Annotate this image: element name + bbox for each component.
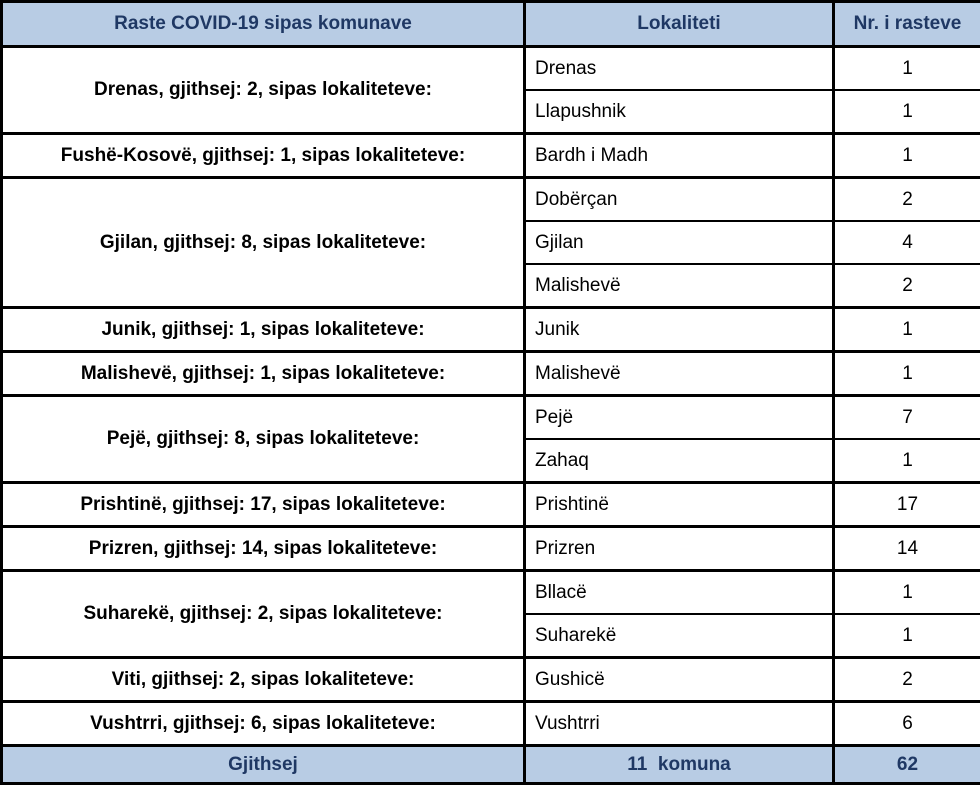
- cases-count-cell: 1: [834, 47, 980, 91]
- municipality-summary-cell: Fushë-Kosovë, gjithsej: 1, sipas lokalit…: [2, 134, 525, 178]
- cases-count-cell: 2: [834, 264, 980, 308]
- locality-row: Drenas, gjithsej: 2, sipas lokaliteteve:…: [2, 47, 980, 91]
- municipality-summary-cell: Prishtinë, gjithsej: 17, sipas lokalitet…: [2, 483, 525, 527]
- locality-name-cell: Suharekë: [525, 614, 834, 658]
- locality-row: Junik, gjithsej: 1, sipas lokaliteteve:J…: [2, 308, 980, 352]
- municipality-summary-cell: Prizren, gjithsej: 14, sipas lokalitetev…: [2, 527, 525, 571]
- locality-name-cell: Zahaq: [525, 439, 834, 483]
- cases-count-cell: 2: [834, 178, 980, 222]
- header-case-count: Nr. i rasteve: [834, 2, 980, 47]
- header-locality: Lokaliteti: [525, 2, 834, 47]
- locality-name-cell: Bllacë: [525, 571, 834, 615]
- cases-count-cell: 1: [834, 90, 980, 134]
- locality-name-cell: Drenas: [525, 47, 834, 91]
- locality-name-cell: Gushicë: [525, 658, 834, 702]
- cases-count-cell: 1: [834, 352, 980, 396]
- locality-name-cell: Junik: [525, 308, 834, 352]
- locality-row: Prishtinë, gjithsej: 17, sipas lokalitet…: [2, 483, 980, 527]
- locality-row: Viti, gjithsej: 2, sipas lokaliteteve:Gu…: [2, 658, 980, 702]
- municipality-summary-cell: Gjilan, gjithsej: 8, sipas lokaliteteve:: [2, 178, 525, 308]
- locality-name-cell: Dobërçan: [525, 178, 834, 222]
- locality-row: Suharekë, gjithsej: 2, sipas lokalitetev…: [2, 571, 980, 615]
- cases-count-cell: 1: [834, 308, 980, 352]
- locality-name-cell: Pejë: [525, 396, 834, 440]
- header-municipalities: Raste COVID-19 sipas komunave: [2, 2, 525, 47]
- locality-name-cell: Llapushnik: [525, 90, 834, 134]
- locality-row: Gjilan, gjithsej: 8, sipas lokaliteteve:…: [2, 178, 980, 222]
- locality-row: Malishevë, gjithsej: 1, sipas lokalitete…: [2, 352, 980, 396]
- table-body: Drenas, gjithsej: 2, sipas lokaliteteve:…: [2, 47, 980, 746]
- locality-row: Pejë, gjithsej: 8, sipas lokaliteteve:Pe…: [2, 396, 980, 440]
- municipality-summary-cell: Pejë, gjithsej: 8, sipas lokaliteteve:: [2, 396, 525, 483]
- locality-row: Fushë-Kosovë, gjithsej: 1, sipas lokalit…: [2, 134, 980, 178]
- cases-count-cell: 1: [834, 571, 980, 615]
- header-row: Raste COVID-19 sipas komunave Lokaliteti…: [2, 2, 980, 47]
- cases-count-cell: 6: [834, 702, 980, 746]
- locality-name-cell: Malishevë: [525, 352, 834, 396]
- locality-row: Prizren, gjithsej: 14, sipas lokalitetev…: [2, 527, 980, 571]
- cases-count-cell: 14: [834, 527, 980, 571]
- total-cases: 62: [834, 746, 980, 784]
- total-municipalities: 11 komuna: [525, 746, 834, 784]
- locality-row: Vushtrri, gjithsej: 6, sipas lokalitetev…: [2, 702, 980, 746]
- municipality-summary-cell: Junik, gjithsej: 1, sipas lokaliteteve:: [2, 308, 525, 352]
- municipality-summary-cell: Drenas, gjithsej: 2, sipas lokaliteteve:: [2, 47, 525, 134]
- municipality-summary-cell: Viti, gjithsej: 2, sipas lokaliteteve:: [2, 658, 525, 702]
- municipality-summary-cell: Malishevë, gjithsej: 1, sipas lokalitete…: [2, 352, 525, 396]
- total-label: Gjithsej: [2, 746, 525, 784]
- locality-name-cell: Vushtrri: [525, 702, 834, 746]
- locality-name-cell: Bardh i Madh: [525, 134, 834, 178]
- locality-name-cell: Malishevë: [525, 264, 834, 308]
- locality-name-cell: Prishtinë: [525, 483, 834, 527]
- municipality-summary-cell: Suharekë, gjithsej: 2, sipas lokalitetev…: [2, 571, 525, 658]
- total-row: Gjithsej 11 komuna 62: [2, 746, 980, 784]
- locality-name-cell: Prizren: [525, 527, 834, 571]
- cases-count-cell: 1: [834, 134, 980, 178]
- cases-count-cell: 4: [834, 221, 980, 264]
- locality-name-cell: Gjilan: [525, 221, 834, 264]
- cases-count-cell: 1: [834, 614, 980, 658]
- cases-count-cell: 7: [834, 396, 980, 440]
- cases-count-cell: 2: [834, 658, 980, 702]
- cases-count-cell: 17: [834, 483, 980, 527]
- cases-count-cell: 1: [834, 439, 980, 483]
- municipality-summary-cell: Vushtrri, gjithsej: 6, sipas lokalitetev…: [2, 702, 525, 746]
